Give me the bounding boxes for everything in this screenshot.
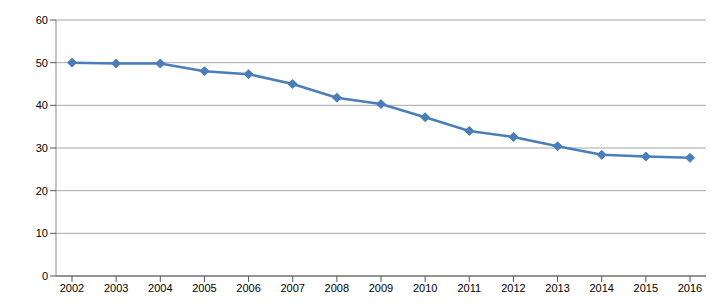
svg-text:2003: 2003 [104,282,128,294]
svg-text:2011: 2011 [457,282,481,294]
svg-text:60: 60 [36,14,48,26]
svg-text:40: 40 [36,99,48,111]
svg-text:2002: 2002 [60,282,84,294]
svg-text:30: 30 [36,142,48,154]
svg-text:2006: 2006 [236,282,260,294]
svg-text:2008: 2008 [325,282,349,294]
svg-text:2010: 2010 [413,282,437,294]
svg-text:2015: 2015 [634,282,658,294]
svg-text:2016: 2016 [678,282,702,294]
svg-text:2014: 2014 [589,282,613,294]
svg-text:2004: 2004 [148,282,172,294]
svg-text:0: 0 [42,270,48,282]
svg-text:2013: 2013 [545,282,569,294]
svg-text:2009: 2009 [369,282,393,294]
svg-text:2007: 2007 [280,282,304,294]
svg-text:10: 10 [36,227,48,239]
svg-text:20: 20 [36,185,48,197]
svg-text:2012: 2012 [501,282,525,294]
svg-text:50: 50 [36,57,48,69]
svg-text:2005: 2005 [192,282,216,294]
